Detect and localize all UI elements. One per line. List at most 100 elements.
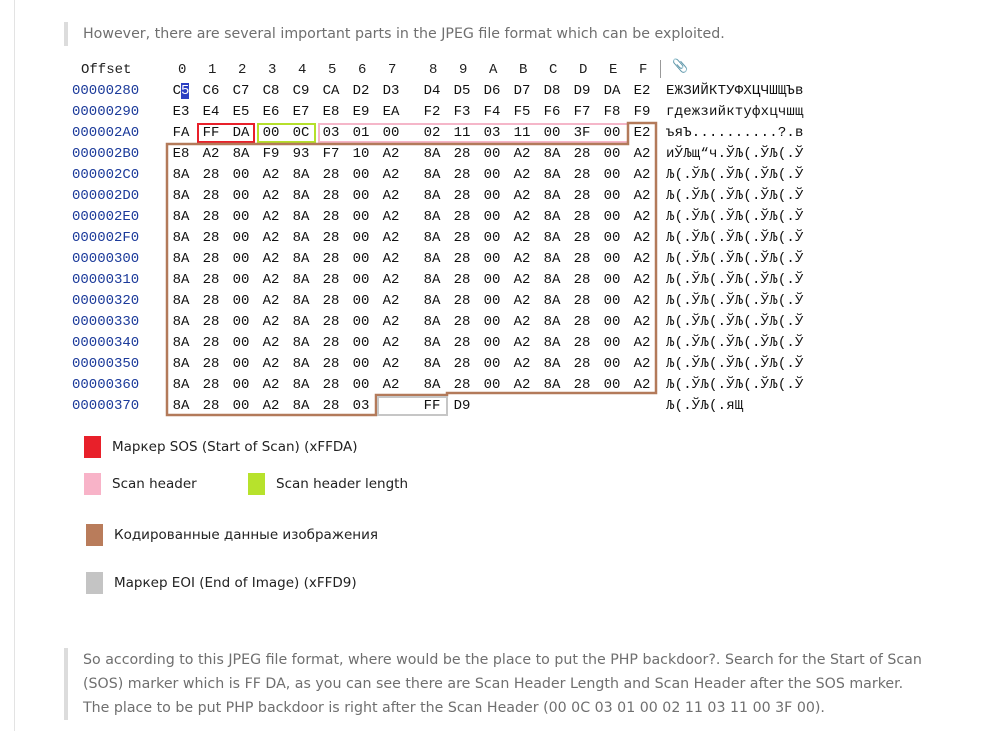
hex-byte-cell[interactable]: E7 [292, 104, 310, 120]
hex-byte-cell[interactable]: 8A [543, 272, 561, 288]
hex-byte-cell[interactable]: 28 [322, 293, 340, 309]
hex-byte-cell[interactable]: E2 [633, 125, 651, 141]
hex-byte-cell[interactable]: 28 [322, 167, 340, 183]
hex-byte-cell[interactable]: D9 [573, 83, 591, 99]
hex-byte-cell[interactable]: A2 [513, 356, 531, 372]
hex-byte-cell[interactable]: A2 [262, 335, 280, 351]
hex-byte-cell[interactable]: 8A [292, 398, 310, 414]
hex-byte-cell[interactable]: F4 [483, 104, 501, 120]
hex-byte-cell[interactable]: 00 [603, 377, 621, 393]
hex-byte-cell[interactable]: 10 [352, 146, 370, 162]
hex-byte-cell[interactable]: A2 [513, 188, 531, 204]
hex-byte-cell[interactable]: E5 [232, 104, 250, 120]
hex-byte-cell[interactable]: 28 [453, 251, 471, 267]
hex-byte-cell[interactable]: 28 [322, 377, 340, 393]
hex-byte-cell[interactable]: 8A [172, 251, 190, 267]
hex-byte-cell[interactable]: A2 [202, 146, 220, 162]
hex-byte-cell[interactable]: FF [423, 398, 441, 414]
hex-byte-cell[interactable]: 00 [352, 188, 370, 204]
hex-byte-cell[interactable]: E3 [172, 104, 190, 120]
hex-byte-cell[interactable]: A2 [513, 272, 531, 288]
hex-byte-cell[interactable]: F7 [322, 146, 340, 162]
hex-byte-cell[interactable]: A2 [633, 377, 651, 393]
hex-byte-cell[interactable]: F5 [513, 104, 531, 120]
hex-byte-cell[interactable]: 28 [202, 356, 220, 372]
hex-byte-cell[interactable]: F9 [633, 104, 651, 120]
hex-byte-cell[interactable]: A2 [633, 356, 651, 372]
hex-byte-cell[interactable]: A2 [513, 377, 531, 393]
hex-byte-cell[interactable]: 03 [322, 125, 340, 141]
hex-byte-cell[interactable]: 8A [423, 356, 441, 372]
hex-byte-cell[interactable]: 28 [202, 377, 220, 393]
hex-byte-cell[interactable]: 00 [352, 272, 370, 288]
hex-byte-cell[interactable]: 11 [513, 125, 531, 141]
hex-byte-cell[interactable]: A2 [633, 146, 651, 162]
hex-byte-cell[interactable]: 3F [573, 125, 591, 141]
hex-byte-cell[interactable]: 28 [202, 251, 220, 267]
hex-byte-cell[interactable]: 00 [352, 251, 370, 267]
hex-byte-cell[interactable]: 8A [543, 377, 561, 393]
hex-byte-cell[interactable]: 00 [232, 167, 250, 183]
hex-byte-cell[interactable]: 28 [202, 335, 220, 351]
hex-byte-cell[interactable]: 00 [603, 356, 621, 372]
hex-byte-cell[interactable]: 8A [423, 335, 441, 351]
hex-byte-cell[interactable]: 8A [423, 146, 441, 162]
hex-byte-cell[interactable]: 00 [382, 125, 400, 141]
hex-byte-cell[interactable]: 8A [423, 167, 441, 183]
hex-byte-cell[interactable]: C8 [262, 83, 280, 99]
hex-byte-cell[interactable]: 00 [483, 356, 501, 372]
hex-byte-cell[interactable]: A2 [633, 293, 651, 309]
hex-byte-cell[interactable]: 28 [322, 314, 340, 330]
hex-byte-cell[interactable]: 00 [483, 272, 501, 288]
hex-byte-cell[interactable]: A2 [513, 146, 531, 162]
hex-byte-cell[interactable]: 00 [483, 293, 501, 309]
hex-byte-cell[interactable]: 00 [603, 209, 621, 225]
hex-byte-cell[interactable]: 28 [322, 356, 340, 372]
hex-byte-cell[interactable]: C6 [202, 83, 220, 99]
hex-byte-cell[interactable]: 8A [543, 167, 561, 183]
hex-byte-cell[interactable]: A2 [513, 230, 531, 246]
hex-byte-cell[interactable]: 00 [232, 377, 250, 393]
hex-byte-cell[interactable]: 00 [352, 356, 370, 372]
hex-byte-cell[interactable]: 8A [172, 293, 190, 309]
hex-byte-cell[interactable]: 28 [202, 188, 220, 204]
hex-byte-cell[interactable]: D5 [453, 83, 471, 99]
hex-byte-cell[interactable]: 28 [573, 209, 591, 225]
hex-byte-cell[interactable]: A2 [382, 230, 400, 246]
hex-byte-cell[interactable]: 8A [172, 335, 190, 351]
hex-byte-cell[interactable]: DA [232, 125, 250, 141]
hex-byte-cell[interactable]: 8A [423, 314, 441, 330]
hex-byte-cell[interactable]: 02 [423, 125, 441, 141]
hex-byte-cell[interactable]: 00 [352, 209, 370, 225]
hex-byte-cell[interactable]: 00 [603, 335, 621, 351]
hex-byte-cell[interactable]: E4 [202, 104, 220, 120]
hex-byte-cell[interactable]: 00 [483, 209, 501, 225]
hex-byte-cell[interactable]: 03 [483, 125, 501, 141]
hex-byte-cell[interactable]: 8A [172, 356, 190, 372]
hex-byte-cell[interactable]: 28 [453, 146, 471, 162]
hex-byte-cell[interactable]: 00 [603, 293, 621, 309]
hex-byte-cell[interactable]: 00 [352, 230, 370, 246]
hex-byte-cell[interactable]: 00 [483, 188, 501, 204]
hex-byte-cell[interactable]: A2 [382, 293, 400, 309]
hex-byte-cell[interactable]: CA [322, 83, 340, 99]
hex-byte-cell[interactable]: 8A [292, 272, 310, 288]
hex-byte-cell[interactable]: 00 [262, 125, 280, 141]
hex-byte-cell[interactable]: 28 [453, 335, 471, 351]
hex-byte-cell[interactable]: A2 [382, 272, 400, 288]
hex-byte-cell[interactable]: A2 [382, 356, 400, 372]
hex-byte-cell[interactable]: F8 [603, 104, 621, 120]
hex-byte-cell[interactable]: 8A [423, 230, 441, 246]
hex-byte-cell[interactable]: D4 [423, 83, 441, 99]
hex-byte-cell[interactable]: 28 [453, 272, 471, 288]
hex-byte-cell[interactable]: A2 [262, 188, 280, 204]
hex-byte-cell[interactable]: 8A [543, 146, 561, 162]
hex-byte-cell[interactable]: 28 [322, 251, 340, 267]
hex-byte-cell[interactable]: 28 [573, 167, 591, 183]
hex-byte-cell[interactable]: 8A [292, 167, 310, 183]
hex-byte-cell[interactable]: A2 [382, 188, 400, 204]
hex-byte-cell[interactable]: 00 [483, 377, 501, 393]
hex-byte-cell[interactable]: A2 [633, 335, 651, 351]
hex-byte-cell[interactable]: 28 [573, 293, 591, 309]
hex-byte-cell[interactable]: 8A [172, 230, 190, 246]
